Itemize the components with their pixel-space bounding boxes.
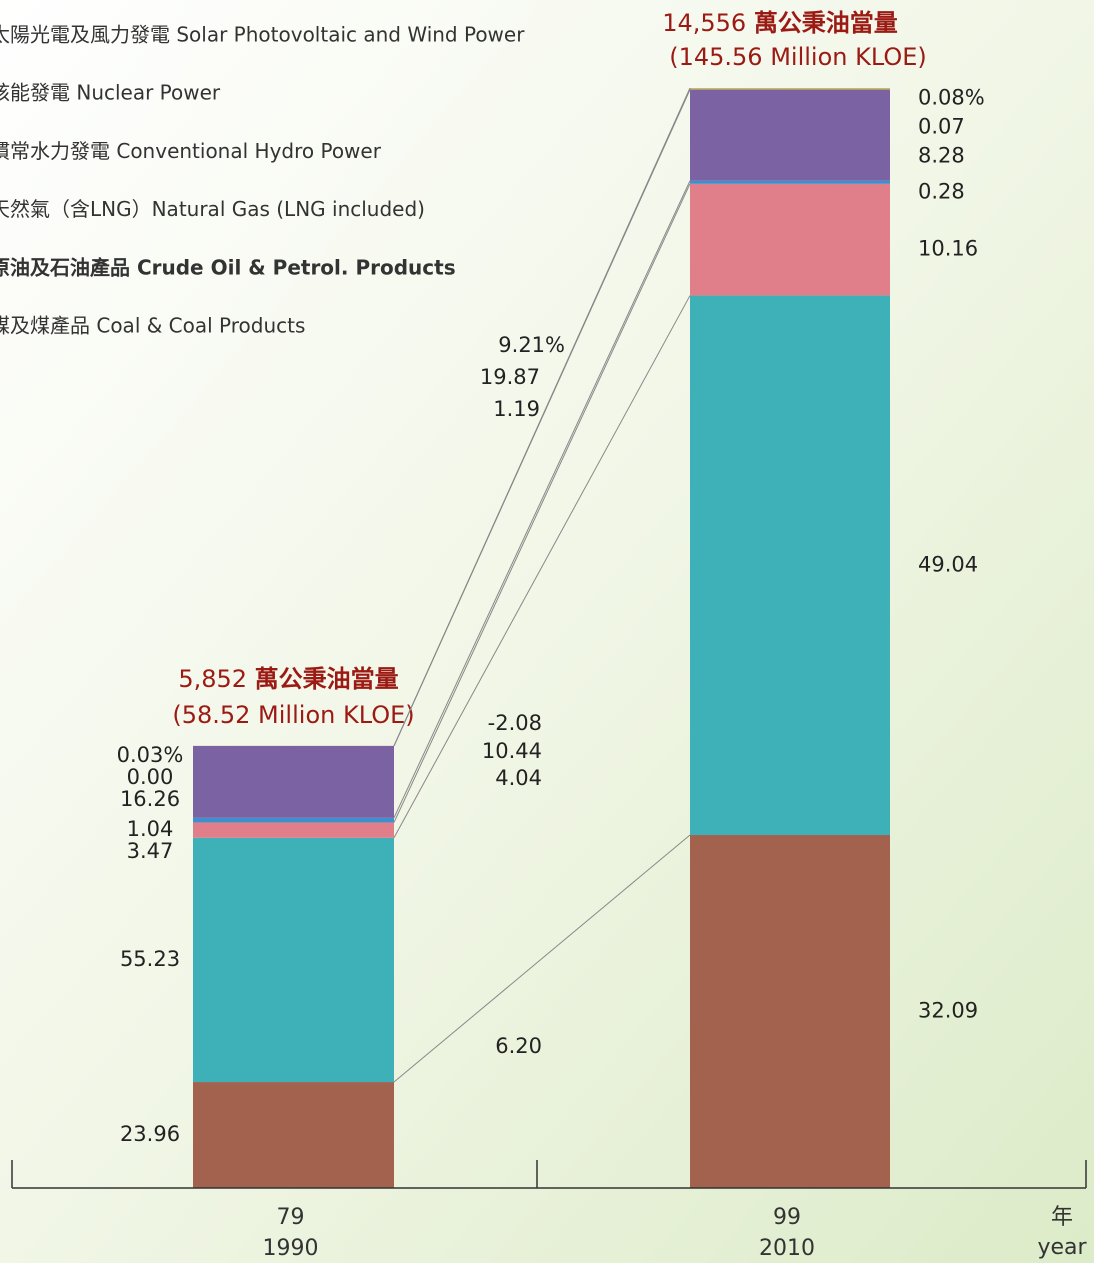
total-number: 5,852 (178, 665, 247, 693)
value-label: 3.47 (127, 839, 174, 863)
connector (393, 180, 691, 819)
bar-segment (690, 295, 890, 836)
bar-segment (690, 88, 890, 89)
legend-label: 核能發電 Nuclear Power (0, 81, 221, 105)
value-label: 0.07 (918, 114, 965, 138)
bar-segment (690, 89, 890, 181)
legend-label: 慣常水力發電 Conventional Hydro Power (0, 139, 382, 163)
growth-label: 10.44 (482, 739, 542, 763)
value-label: 23.96 (120, 1122, 180, 1146)
x-tick-label: 79 (277, 1205, 305, 1230)
value-label: 8.28 (918, 143, 965, 167)
total-unit: 萬公秉油當量 (255, 665, 399, 693)
value-label: 55.23 (120, 947, 180, 971)
bar-segment (193, 745, 394, 818)
bar-segment (193, 817, 394, 823)
bar-segment (690, 88, 890, 90)
growth-label: 1.19 (493, 397, 540, 421)
growth-label: 4.04 (495, 766, 542, 790)
value-label: 16.26 (120, 787, 180, 811)
value-label: 0.08% (918, 85, 985, 109)
growth-label: 19.87 (480, 365, 540, 389)
value-label: 1.04 (127, 817, 174, 841)
plot: 太陽光電及風力發電 Solar Photovoltaic and Wind Po… (0, 9, 1087, 1261)
bar-segment (193, 822, 394, 838)
x-tick-label: 1990 (263, 1236, 319, 1261)
total-note: (145.56 Million KLOE) (669, 43, 927, 71)
x-unit: year (1037, 1235, 1087, 1260)
value-label: 32.09 (918, 999, 978, 1023)
bar-segment (193, 837, 394, 1083)
total-label: 5,852 萬公秉油當量 (178, 665, 398, 693)
total-number: 14,556 (662, 9, 746, 37)
value-label: 10.16 (918, 237, 978, 261)
x-tick-label: 99 (773, 1205, 801, 1230)
total-note: (58.52 Million KLOE) (172, 701, 414, 729)
value-label: 0.28 (918, 179, 965, 203)
total-unit: 萬公秉油當量 (754, 9, 898, 37)
connector (393, 183, 691, 823)
legend-label: 天然氣（含LNG）Natural Gas (LNG included) (0, 197, 425, 221)
connector (393, 295, 691, 839)
connector (393, 89, 691, 747)
value-label: 49.04 (918, 552, 978, 576)
legend-label: 原油及石油產品 Crude Oil & Petrol. Products (0, 255, 456, 279)
x-tick-label: 2010 (759, 1236, 815, 1261)
growth-label: 6.20 (495, 1034, 542, 1058)
connector (393, 834, 691, 1083)
growth-label: 9.21% (498, 333, 565, 357)
bar-segment (690, 183, 890, 296)
value-label: 0.03% (117, 743, 184, 767)
legend-label: 煤及煤產品 Coal & Coal Products (0, 314, 305, 338)
legend-label: 太陽光電及風力發電 Solar Photovoltaic and Wind Po… (0, 23, 525, 47)
growth-label: -2.08 (488, 711, 542, 735)
bar-segment (193, 1082, 394, 1188)
bar-segment (690, 180, 890, 184)
value-label: 0.00 (127, 765, 174, 789)
bar-segment (690, 835, 890, 1188)
total-label: 14,556 萬公秉油當量 (662, 9, 898, 37)
x-unit: 年 (1051, 1205, 1073, 1230)
